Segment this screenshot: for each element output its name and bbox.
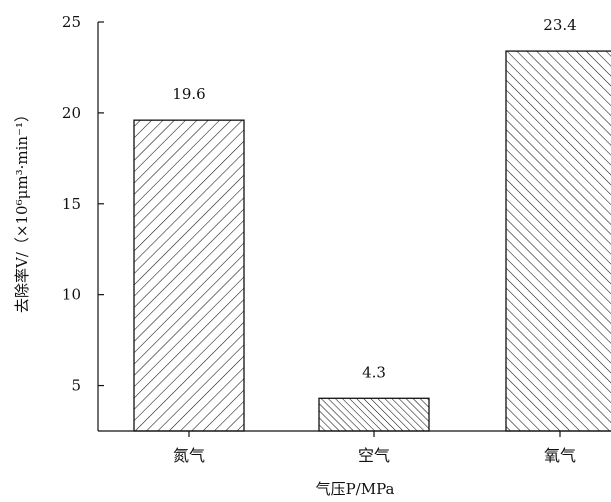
data-label-3: 23.4 [543, 16, 576, 34]
bar-2 [318, 397, 430, 432]
x-tick-label-2: 空气 [358, 446, 390, 465]
y-ticks-group: 5 10 15 20 25 [62, 13, 104, 395]
data-label-2: 4.3 [362, 363, 386, 381]
plot-area: 19.6 4.3 23.4 5 10 15 20 25 氮气 空气 氧气 [62, 13, 611, 465]
x-axis-title: 气压P/MPa [316, 480, 395, 498]
data-labels-group: 19.6 4.3 23.4 [172, 16, 576, 381]
x-ticks-group: 氮气 空气 氧气 [173, 431, 576, 465]
y-axis-title: 去除率V/（×10⁶μm³·min⁻¹） [13, 107, 31, 313]
y-tick-label-20: 20 [62, 104, 81, 122]
data-label-1: 19.6 [172, 85, 205, 103]
bar-1 [133, 119, 245, 432]
y-tick-label-25: 25 [62, 13, 81, 31]
x-tick-label-1: 氮气 [173, 446, 205, 465]
y-tick-label-5: 5 [71, 377, 81, 395]
x-tick-label-3: 氧气 [544, 446, 576, 465]
y-tick-label-10: 10 [62, 286, 81, 304]
bar-3 [505, 50, 611, 432]
y-tick-label-15: 15 [62, 195, 81, 213]
